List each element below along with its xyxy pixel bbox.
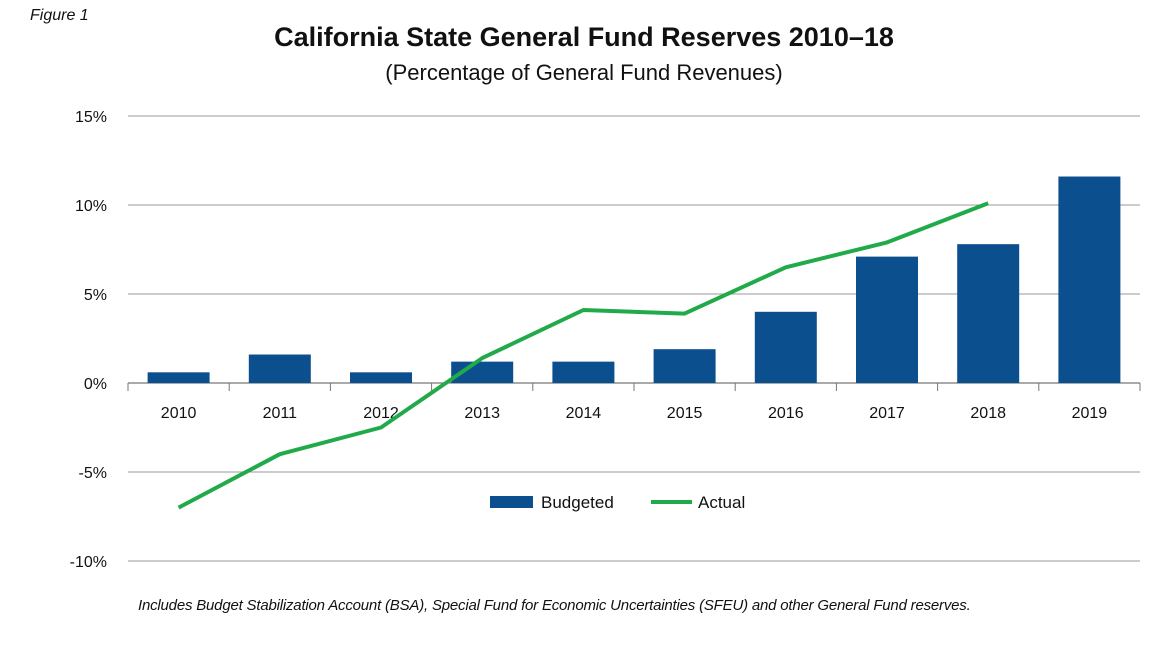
chart-subtitle: (Percentage of General Fund Revenues)	[385, 60, 783, 85]
x-tick-label: 2010	[161, 405, 197, 422]
footnote: Includes Budget Stabilization Account (B…	[138, 597, 971, 614]
x-tick-label: 2018	[970, 405, 1006, 422]
legend-label-actual: Actual	[698, 493, 745, 512]
legend: Budgeted Actual	[490, 493, 745, 512]
x-tick-label: 2019	[1072, 405, 1108, 422]
x-tick-label: 2014	[566, 405, 602, 422]
x-tick-label: 2013	[464, 405, 500, 422]
x-tick-label: 2015	[667, 405, 703, 422]
gridlines	[127, 115, 1141, 562]
legend-swatch-budgeted	[490, 496, 533, 508]
bar-budgeted-2017	[856, 256, 918, 383]
x-tick-label: 2011	[263, 405, 298, 422]
x-tick-label: 2012	[363, 405, 399, 422]
y-tick-label: 5%	[84, 287, 107, 304]
x-axis-ticks: 2010 2011 2012 2013 2014 2015 2016 2017 2018 2019	[161, 405, 1107, 422]
bar-budgeted-2012	[350, 372, 412, 383]
bar-budgeted-2011	[248, 354, 311, 383]
x-tick-label: 2016	[768, 405, 804, 422]
y-tick-label: 15%	[75, 109, 107, 126]
chart-title: California State General Fund Reserves 2…	[274, 22, 894, 52]
bar-budgeted-2016	[754, 311, 817, 383]
y-tick-label: -10%	[70, 554, 107, 571]
bar-budgeted-2014	[552, 361, 615, 383]
actual-line-group	[177, 201, 989, 510]
bar-budgeted-2019	[1058, 176, 1121, 383]
bar-budgeted-2018	[957, 244, 1020, 383]
y-tick-label: -5%	[79, 465, 107, 482]
y-tick-label: 0%	[84, 376, 107, 393]
bar-budgeted-2015	[653, 349, 716, 383]
bar-budgeted-2010	[147, 372, 210, 383]
figure-label: Figure 1	[30, 7, 89, 24]
x-tick-label: 2017	[869, 405, 905, 422]
legend-label-budgeted: Budgeted	[541, 493, 614, 512]
y-axis-ticks: 15% 10% 5% 0% -5% -10%	[70, 109, 107, 571]
y-tick-label: 10%	[75, 198, 107, 215]
